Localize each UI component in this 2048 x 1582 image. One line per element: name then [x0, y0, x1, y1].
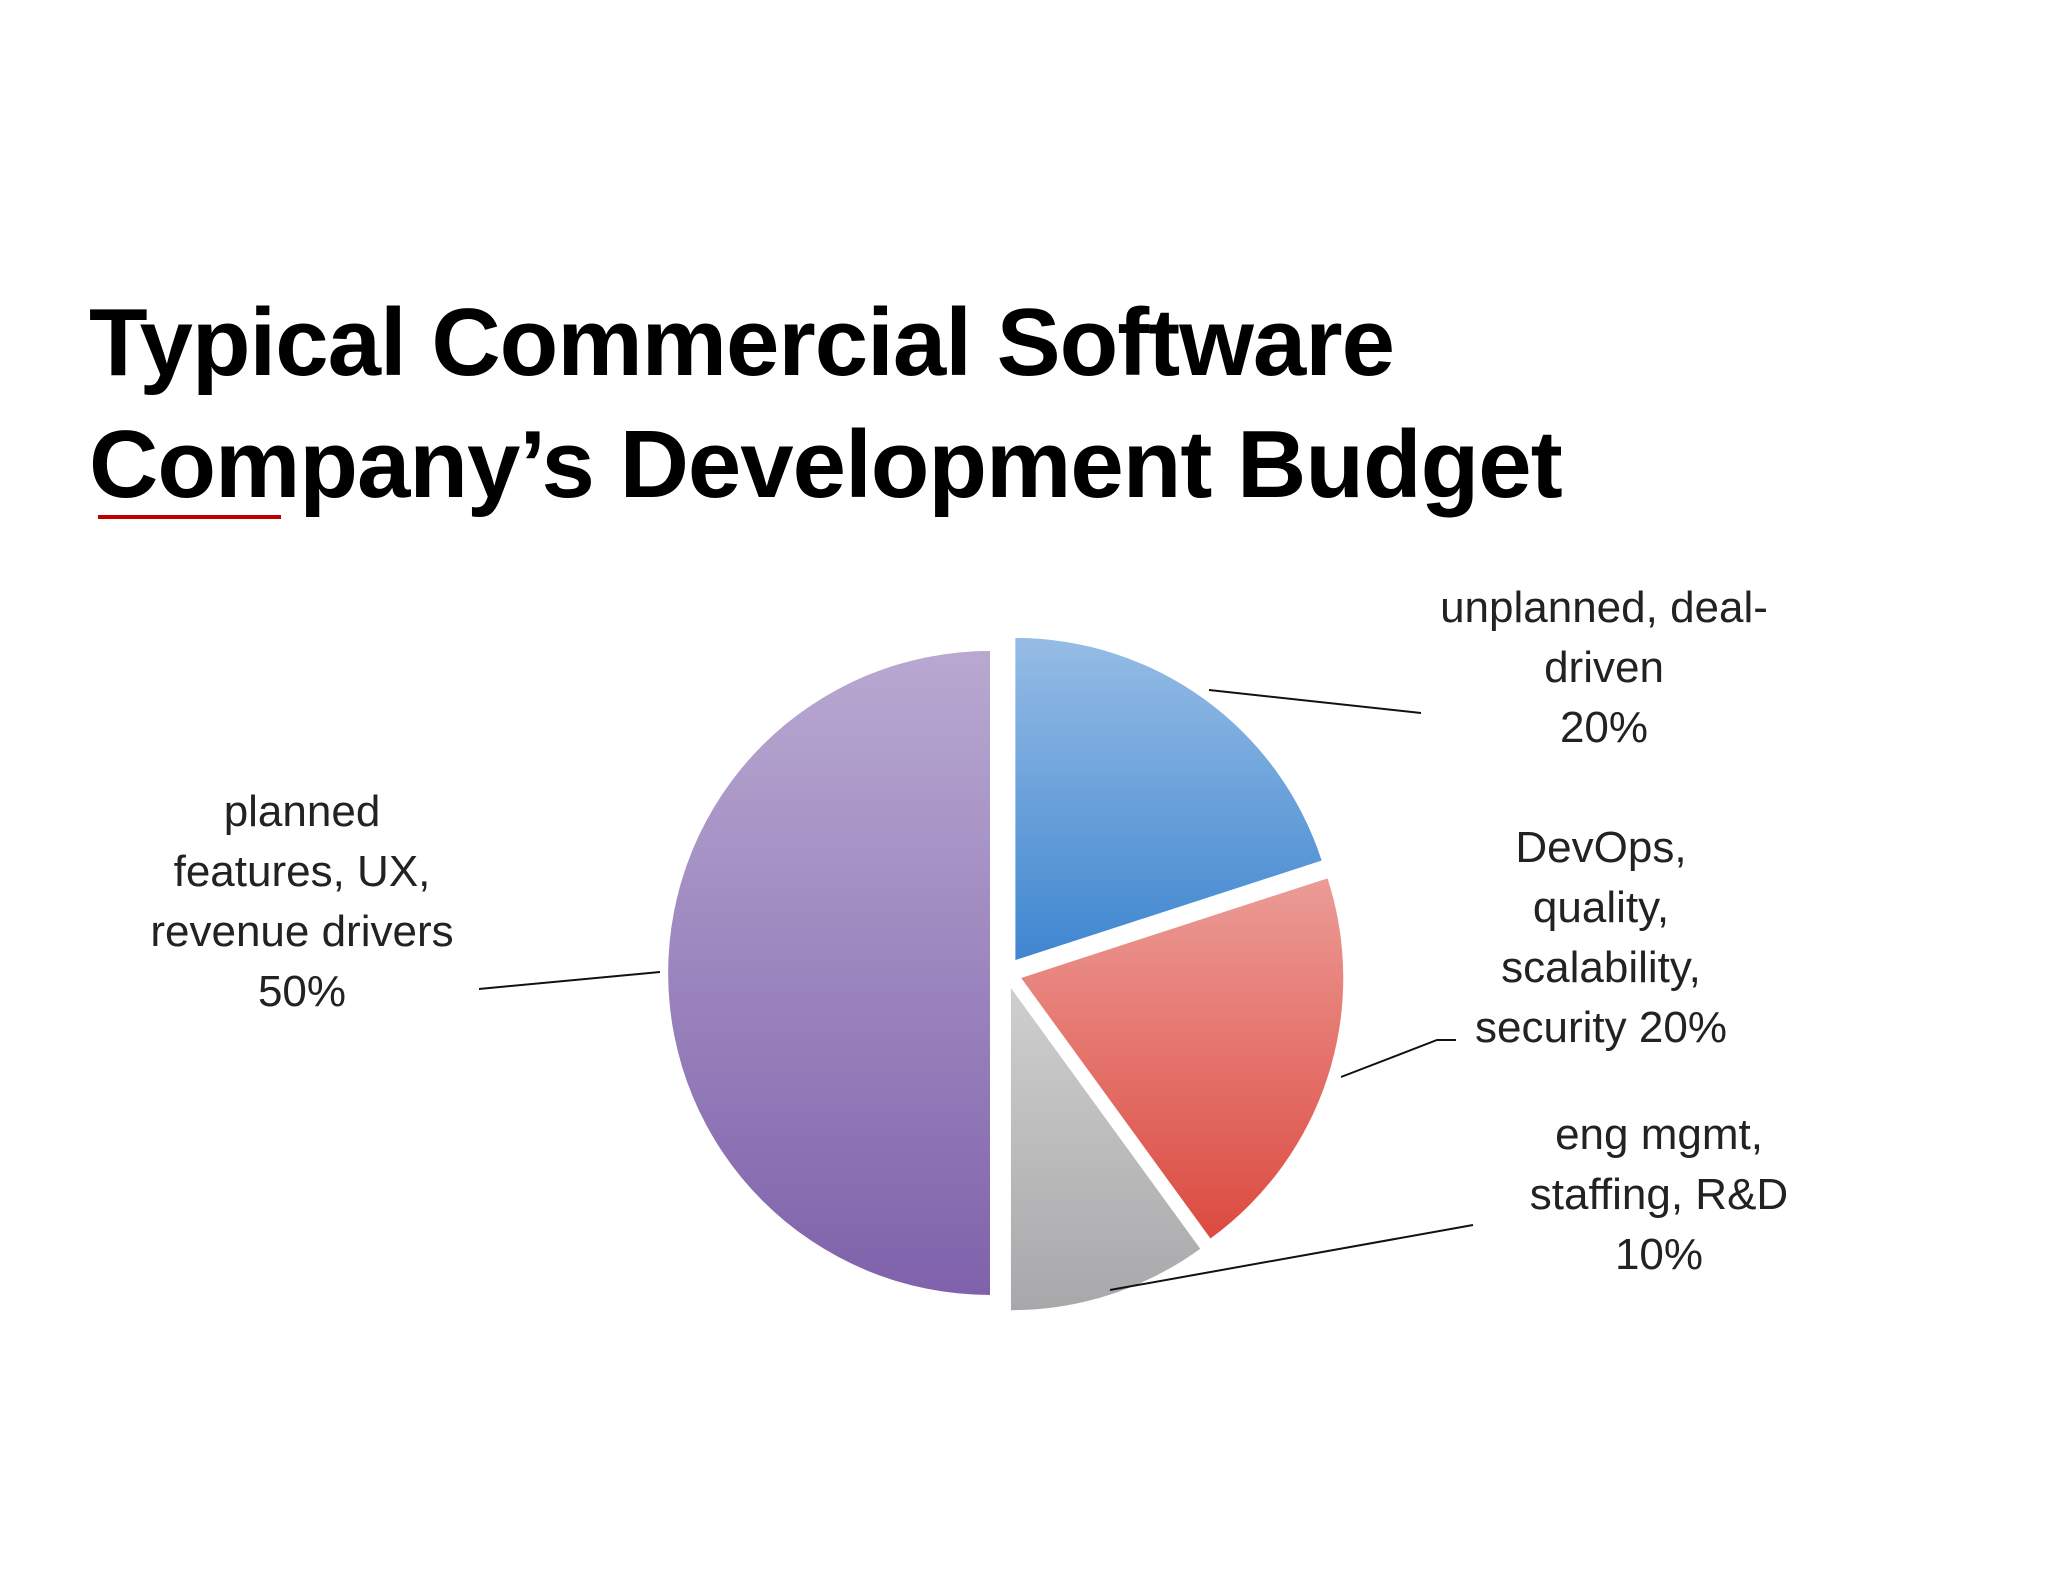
value-label: 20% [1638, 1003, 1727, 1052]
leader-line [1109, 1224, 1474, 1291]
leader-line [1340, 1039, 1456, 1078]
leader-line [478, 971, 661, 990]
category-label: unplanned, deal-driven [1440, 583, 1768, 692]
category-label: planned features, UX, revenue drivers [150, 787, 454, 956]
data-label: DevOps, quality, scalability, security 2… [1446, 818, 1756, 1058]
leader-line [1208, 689, 1422, 714]
category-label: eng mgmt, staffing, R&D [1529, 1110, 1789, 1219]
chart-title: Typical Commercial Software Company’s De… [89, 289, 1563, 518]
slice-shade [1021, 878, 1344, 1239]
slice-shade [668, 651, 990, 1295]
data-label: eng mgmt, staffing, R&D 10% [1494, 1105, 1824, 1285]
category-label: DevOps, quality, scalability, security [1475, 823, 1701, 1052]
title-accent [98, 515, 281, 519]
slice-shade [1010, 988, 1201, 1311]
value-label: 50% [257, 967, 347, 1016]
value-label: 10% [1614, 1230, 1704, 1279]
data-label: unplanned, deal-driven 20% [1439, 578, 1769, 758]
slice-shade [1015, 638, 1322, 961]
value-label: 20% [1559, 703, 1649, 752]
data-label: planned features, UX, revenue drivers 50… [132, 782, 472, 1022]
